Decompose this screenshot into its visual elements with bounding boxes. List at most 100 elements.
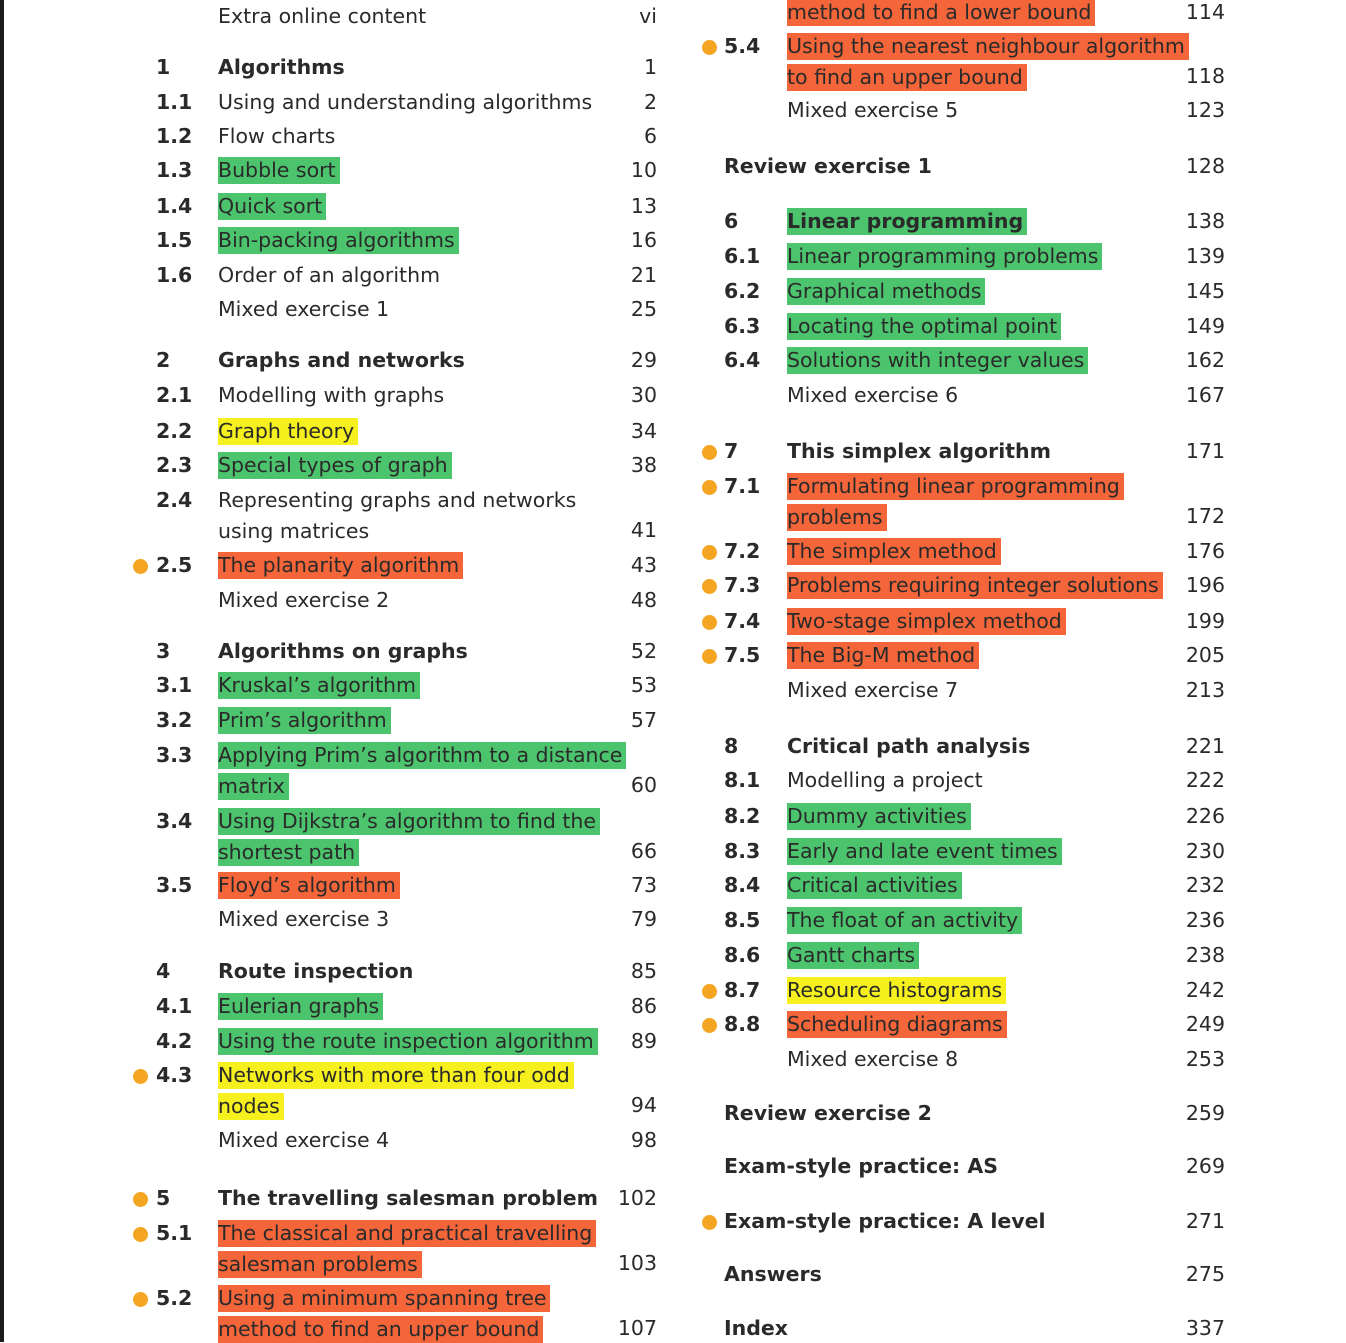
toc-entry-title: Early and late event times xyxy=(787,838,1062,865)
toc-entry-page-number: 10 xyxy=(630,158,657,182)
toc-entry-title: Eulerian graphs xyxy=(218,993,384,1020)
toc-entry-page-number: 226 xyxy=(1185,804,1225,828)
toc-entry-title: Mixed exercise 7 xyxy=(787,678,959,702)
toc-entry-number: 8.8 xyxy=(724,1012,761,1036)
toc-entry-page-number: 13 xyxy=(630,194,657,218)
toc-entry-page-number: 236 xyxy=(1185,908,1225,932)
toc-entry-title: Graph theory xyxy=(218,418,359,445)
toc-entry-number: 1.6 xyxy=(156,263,193,287)
bullet-dot-icon xyxy=(133,559,148,574)
toc-entry-number: 2.4 xyxy=(156,488,193,512)
toc-entry-page-number: 271 xyxy=(1185,1209,1225,1233)
toc-entry-title: The float of an activity xyxy=(787,907,1023,934)
toc-entry-title: Critical path analysis xyxy=(787,734,1031,758)
toc-entry-number: 8.4 xyxy=(724,873,761,897)
toc-entry-page-number: 172 xyxy=(1185,504,1225,528)
toc-entry-title: Graphical methods xyxy=(787,278,986,305)
toc-entry-title: Flow charts xyxy=(218,124,336,148)
toc-entry-page-number: 249 xyxy=(1185,1012,1225,1036)
toc-entry-title: Order of an algorithm xyxy=(218,263,441,287)
toc-entry-page-number: 123 xyxy=(1185,98,1225,122)
toc-entry-number: 2 xyxy=(156,348,171,372)
toc-entry-page-number: 38 xyxy=(630,453,657,477)
bullet-dot-icon xyxy=(133,1227,148,1242)
toc-entry-title: Mixed exercise 1 xyxy=(218,297,390,321)
toc-entry-page-number: 230 xyxy=(1185,839,1225,863)
toc-entry-page-number: 29 xyxy=(630,348,657,372)
bullet-dot-icon xyxy=(702,480,717,495)
toc-entry-page-number: 176 xyxy=(1185,539,1225,563)
bullet-dot-icon xyxy=(702,984,717,999)
toc-entry-number: 3.1 xyxy=(156,673,193,697)
toc-entry-number: 4.3 xyxy=(156,1063,193,1087)
toc-entry-page-number: 86 xyxy=(630,994,657,1018)
toc-entry-title: Route inspection xyxy=(218,959,414,983)
toc-entry-page-number: 103 xyxy=(617,1251,657,1275)
toc-entry-title: Mixed exercise 4 xyxy=(218,1128,390,1152)
toc-entry-number: 4 xyxy=(156,959,171,983)
toc-entry-title: Networks with more than four odd nodes xyxy=(218,1062,574,1120)
toc-entry-title: Mixed exercise 8 xyxy=(787,1047,959,1071)
toc-entry-number: 6.3 xyxy=(724,314,761,338)
toc-entry-number: 8.3 xyxy=(724,839,761,863)
toc-entry-page-number: 139 xyxy=(1185,244,1225,268)
toc-entry-number: 7.5 xyxy=(724,643,761,667)
toc-entry-number: 3 xyxy=(156,639,171,663)
toc-entry-title: Solutions with integer values xyxy=(787,347,1089,374)
toc-entry-number: 8.2 xyxy=(724,804,761,828)
bullet-dot-icon xyxy=(702,445,717,460)
toc-entry-title: Representing graphs and networks using ma… xyxy=(218,488,577,543)
toc-entry-title: method to find a lower bound xyxy=(787,0,1096,26)
toc-entry-number: 8.6 xyxy=(724,943,761,967)
toc-entry-page-number: 60 xyxy=(630,773,657,797)
toc-entry-page-number: 118 xyxy=(1185,64,1225,88)
toc-entry-page-number: 242 xyxy=(1185,978,1225,1002)
toc-entry-page-number: 66 xyxy=(630,839,657,863)
toc-entry-title: Using a minimum spanning tree method to f… xyxy=(218,1285,551,1343)
toc-entry-number: 5.4 xyxy=(724,34,761,58)
toc-entry-page-number: 6 xyxy=(643,124,657,148)
toc-entry-title: Mixed exercise 2 xyxy=(218,588,390,612)
toc-entry-title: Linear programming problems xyxy=(787,243,1103,270)
toc-entry-page-number: 337 xyxy=(1185,1316,1225,1340)
toc-entry-number: 1.3 xyxy=(156,158,193,182)
toc-entry-number: 3.3 xyxy=(156,743,193,767)
toc-entry-title: Formulating linear programming problems xyxy=(787,473,1124,531)
toc-entry-number: 1.2 xyxy=(156,124,193,148)
toc-left-column: Extra online content vi 1 Algorithms 1 1.1 Usi… xyxy=(133,6,657,1343)
toc-entry-page-number: 52 xyxy=(630,639,657,663)
bullet-dot-icon xyxy=(133,1292,148,1307)
toc-entry-title: Exam-style practice: AS xyxy=(724,1154,998,1178)
toc-entry-title: Using the route inspection algorithm xyxy=(218,1028,598,1055)
bullet-dot-icon xyxy=(133,1069,148,1084)
toc-entry-title: Prim’s algorithm xyxy=(218,707,391,734)
toc-entry-page-number: 138 xyxy=(1185,209,1225,233)
toc-entry-page-number: 98 xyxy=(630,1128,657,1152)
toc-entry-page-number: 30 xyxy=(630,383,657,407)
toc-entry-page-number: 21 xyxy=(630,263,657,287)
toc-entry-title: Graphs and networks xyxy=(218,348,465,372)
toc-entry-number: 8.1 xyxy=(724,768,761,792)
toc-entry-number: 8 xyxy=(724,734,739,758)
toc-entry-number: 6.2 xyxy=(724,279,761,303)
toc-entry-page-number: 232 xyxy=(1185,873,1225,897)
toc-entry-number: 8.5 xyxy=(724,908,761,932)
toc-entry-page-number: 107 xyxy=(617,1316,657,1340)
toc-entry-title: Two-stage simplex method xyxy=(787,608,1066,635)
toc-entry-page-number: 222 xyxy=(1185,768,1225,792)
bullet-dot-icon xyxy=(702,40,717,55)
bullet-dot-icon xyxy=(702,1018,717,1033)
toc-entry-title: Locating the optimal point xyxy=(787,313,1062,340)
toc-entry-number: 1.5 xyxy=(156,228,193,252)
toc-entry-page-number: 149 xyxy=(1185,314,1225,338)
toc-entry-title: Linear programming xyxy=(787,208,1028,235)
toc-entry-title: Critical activities xyxy=(787,872,962,899)
bullet-dot-icon xyxy=(702,649,717,664)
toc-entry-page-number: 167 xyxy=(1185,383,1225,407)
toc-entry-title: Algorithms xyxy=(218,55,345,79)
toc-entry-title: Special types of graph xyxy=(218,452,452,479)
toc-entry-number: 6.1 xyxy=(724,244,761,268)
toc-entry-page-number: 221 xyxy=(1185,734,1225,758)
toc-entry-number: 2.5 xyxy=(156,553,193,577)
toc-entry-page-number: 162 xyxy=(1185,348,1225,372)
